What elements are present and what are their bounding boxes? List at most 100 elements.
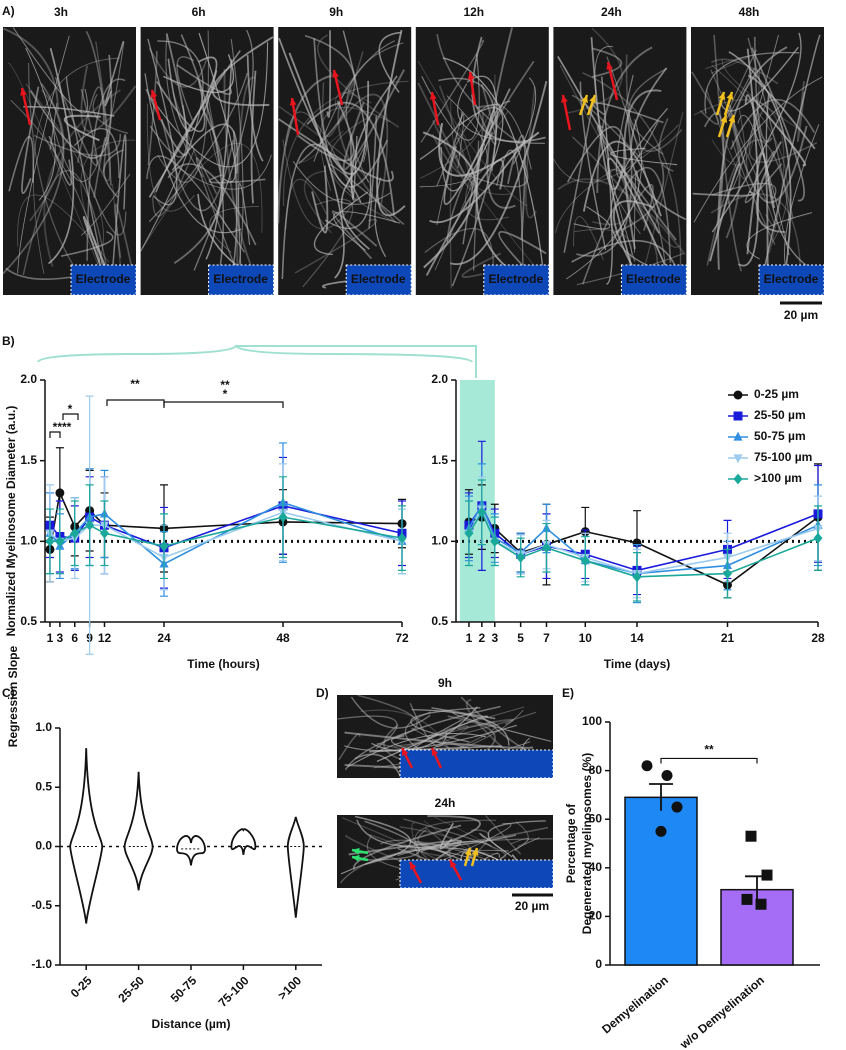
marker [100, 527, 109, 539]
arrow-head [431, 748, 439, 756]
fiber [172, 92, 237, 234]
fiber [615, 74, 659, 179]
y-tick-label: 1.5 [20, 453, 37, 467]
violin [230, 828, 257, 855]
fiber [573, 216, 604, 261]
marker [490, 535, 500, 547]
marker [733, 411, 743, 421]
fiber [313, 38, 389, 188]
fiber [157, 30, 210, 183]
x-tick-label: 3 [491, 631, 498, 645]
arrow-head [352, 854, 360, 862]
significance: ** [220, 378, 230, 392]
fiber [3, 27, 59, 112]
fiber [337, 93, 389, 205]
fiber [421, 53, 480, 141]
fiber [574, 228, 633, 276]
fiber [2, 82, 65, 275]
y-tick-label: 0.0 [35, 839, 52, 853]
arrow-head [718, 92, 726, 100]
fiber [198, 32, 236, 183]
fiber [33, 57, 120, 274]
arrow-head [289, 98, 297, 106]
series-line [468, 502, 819, 575]
y-tick-label: 1.5 [431, 453, 448, 467]
fiber [317, 34, 400, 128]
fiber [236, 76, 256, 271]
panel-label: D) [316, 686, 329, 700]
fiber [376, 29, 406, 217]
fiber [461, 252, 502, 278]
significance: **** [53, 420, 72, 434]
electrode-label: Electrode [76, 272, 131, 286]
fiber [250, 70, 257, 204]
fiber [165, 34, 204, 178]
fiber [710, 193, 802, 277]
x-tick-label: 50-75 [168, 973, 200, 1005]
fiber [282, 139, 358, 230]
marker [477, 506, 487, 518]
fiber [346, 144, 368, 187]
fiber [73, 127, 120, 178]
brace [37, 344, 473, 363]
fiber [331, 210, 378, 260]
fiber [7, 62, 100, 268]
fiber [487, 820, 546, 853]
fiber [354, 815, 412, 866]
sig-bracket [62, 413, 79, 420]
fiber [311, 165, 329, 234]
fiber [691, 71, 720, 125]
sig-bracket [163, 401, 284, 408]
y-axis-label: Percentage of [564, 803, 578, 883]
fiber [114, 203, 136, 283]
fiber [573, 206, 611, 230]
marker [632, 538, 642, 548]
fiber [513, 77, 537, 165]
scale-label: 20 µm [515, 899, 549, 913]
x-tick-label: 1 [47, 631, 54, 645]
arrow-head [464, 848, 472, 856]
y-tick-label: 100 [582, 714, 602, 728]
fiber [111, 134, 127, 273]
fiber [567, 27, 623, 114]
arrow-head [471, 848, 479, 856]
fiber [142, 143, 263, 249]
arrow-head [332, 70, 339, 78]
violin [176, 835, 206, 866]
fiber [451, 710, 552, 742]
fiber [553, 124, 680, 183]
arrow-head [20, 88, 27, 96]
marker [671, 801, 683, 813]
fiber [796, 81, 806, 143]
fiber [93, 136, 107, 198]
fiber [566, 119, 642, 280]
fiber [60, 231, 114, 257]
fiber [148, 56, 218, 198]
fiber [297, 100, 355, 162]
fiber [443, 88, 511, 206]
fiber [449, 132, 481, 289]
fiber [25, 47, 56, 201]
fiber [66, 76, 107, 281]
panel-label: A) [2, 4, 15, 18]
x-tick-label: 12 [98, 631, 112, 645]
fiber [465, 110, 509, 221]
x-tick-label: >100 [275, 973, 304, 1002]
fiber [612, 200, 654, 279]
arrow-head [561, 95, 568, 103]
violin [286, 816, 305, 918]
x-tick-label: 24 [157, 631, 171, 645]
legend-label: 50-75 µm [754, 429, 806, 443]
sig-bracket [49, 431, 61, 438]
fiber [436, 34, 525, 148]
fiber [601, 76, 613, 285]
violin [69, 748, 104, 924]
y-axis-label: Regression Slope [6, 646, 20, 748]
fiber [156, 80, 206, 133]
fiber [29, 89, 65, 222]
y-tick-label: 0 [595, 957, 602, 971]
y-tick-label: 0.5 [35, 779, 52, 793]
fiber [582, 72, 682, 268]
marker [542, 542, 551, 554]
fiber [378, 31, 402, 93]
